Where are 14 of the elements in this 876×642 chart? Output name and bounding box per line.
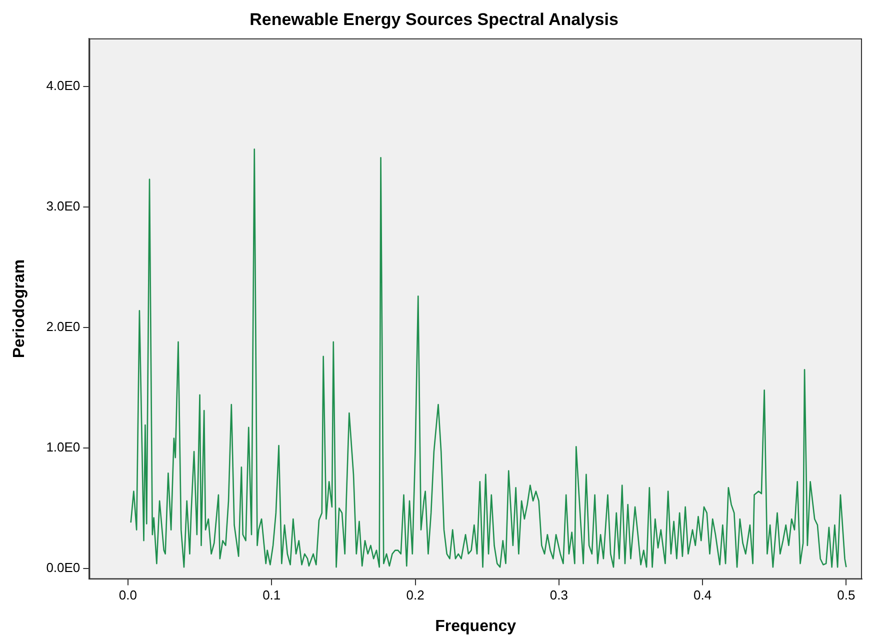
y-tick-label: 4.0E0 bbox=[46, 78, 80, 94]
x-tick-label: 0.1 bbox=[262, 588, 281, 603]
y-tick-label: 1.0E0 bbox=[46, 439, 80, 454]
y-tick-label: 0.0E0 bbox=[46, 560, 80, 575]
x-tick-label: 0.4 bbox=[694, 588, 712, 603]
y-tick-label: 3.0E0 bbox=[46, 198, 80, 214]
x-tick-label: 0.2 bbox=[406, 588, 424, 603]
y-axis-title: Periodogram bbox=[11, 259, 28, 358]
y-tick-label: 2.0E0 bbox=[46, 319, 80, 334]
x-tick-label: 0.5 bbox=[837, 588, 856, 603]
x-axis-title: Frequency bbox=[435, 618, 516, 635]
chart-title: Renewable Energy Sources Spectral Analysis bbox=[250, 10, 618, 29]
x-tick-label: 0.3 bbox=[550, 588, 568, 603]
x-tick-label: 0.0 bbox=[118, 588, 137, 603]
